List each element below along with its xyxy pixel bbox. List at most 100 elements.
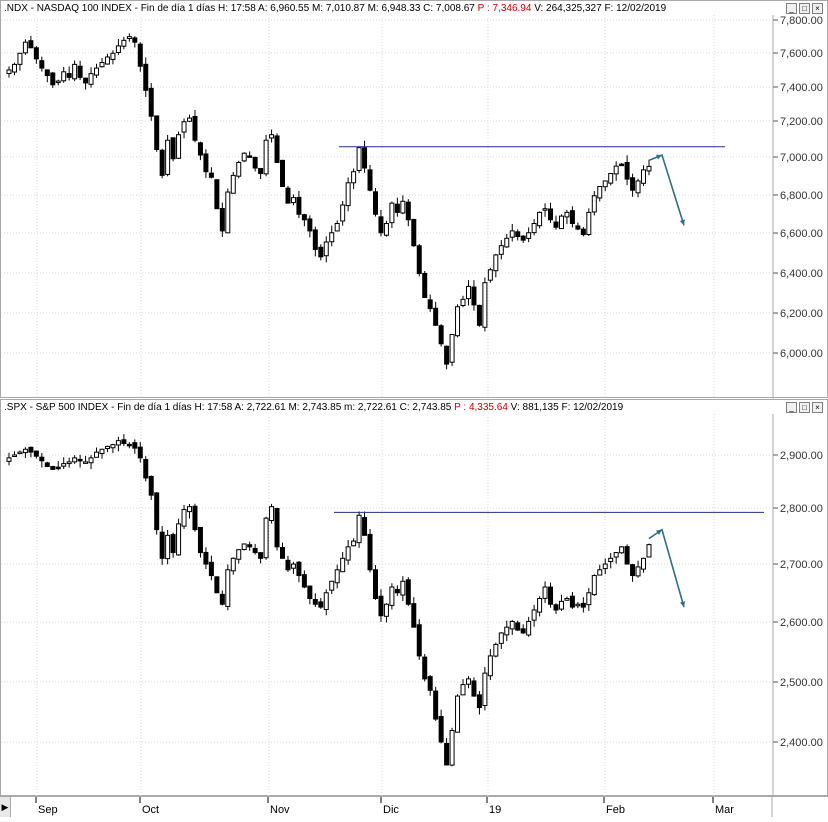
candle-body [405,201,411,221]
maximize-icon[interactable]: □ [799,402,810,413]
candle [520,235,526,243]
minimize-icon[interactable]: _ [786,402,797,413]
candle-body [252,156,258,169]
candle [613,161,619,181]
candle [280,542,285,559]
candle-body [274,135,280,163]
candle-body [6,69,12,75]
candle [312,593,318,607]
candle-body [624,161,630,180]
candle-body [197,526,203,554]
candle [580,226,586,237]
candle-body [39,60,45,69]
candle [208,555,214,581]
candle [389,583,395,610]
candle [433,686,439,721]
candle-body [389,202,395,224]
candle [137,42,143,72]
candle [94,447,100,458]
candle-body [460,298,466,306]
candle-body [372,569,378,599]
candle-body [318,601,324,608]
candle-body [230,174,236,194]
candle-body [61,71,67,82]
candle [39,453,45,468]
candle-body [17,451,23,455]
ndx-plot-area[interactable]: 6,000.00 6,200.00 6,400.00 6,600.00 6,800.00… [1,1,828,399]
candle-body [351,540,357,547]
spx-plot-area[interactable]: 2,400.00 2,500.00 2,600.00 2,700.00 2,800.00… [1,400,828,797]
candle-body [553,221,559,228]
candle [597,564,603,576]
candle-body [176,134,182,159]
candle-body [154,115,160,150]
candle [165,134,171,177]
close-icon[interactable]: × [812,3,823,14]
candle [132,439,138,454]
candle-body [548,586,554,605]
ndx-chart-pane[interactable]: .NDX - NASDAQ 100 INDEX - Fin de día 1 d… [0,0,828,399]
candle-body [301,574,307,588]
candle-body [608,557,614,563]
candle-body [383,223,389,236]
candle-body [88,457,94,464]
candle [33,46,39,64]
candle-body [77,65,83,78]
candle [427,675,433,696]
candle-body [165,534,171,560]
candle [307,585,313,605]
candle-body [203,153,209,173]
minimize-icon[interactable]: _ [786,3,797,14]
candle-body [72,457,78,463]
candle [258,552,264,564]
candle [77,60,83,80]
candle [422,654,428,682]
candle [378,209,384,237]
candle-body [476,304,482,326]
candle [50,72,56,88]
close-icon[interactable]: × [812,402,823,413]
candle-body [258,552,264,559]
candle-body [66,461,72,465]
candle [214,576,220,594]
candle [526,616,532,637]
candle-body [269,134,275,139]
candle [351,538,357,547]
candle-body [143,458,149,479]
candle [247,541,253,551]
candle-body [165,139,171,175]
candle [372,565,378,600]
candle [356,147,362,174]
candle [383,603,389,623]
candle-body [558,600,564,610]
candle-body [427,299,433,310]
candle-body [50,466,56,470]
candle-body [383,603,389,617]
candle [143,57,149,97]
candle [11,451,17,457]
candle-body [542,586,548,599]
y-tick-label: 6,200.00 [780,308,823,320]
candle [50,465,56,470]
candle-body [44,462,50,467]
candle-body [187,117,193,122]
candle-body [389,586,395,606]
candle [197,141,203,161]
candle-body [312,599,318,605]
candle [219,590,225,606]
maximize-icon[interactable]: □ [799,3,810,14]
candle [214,179,220,210]
candle [493,642,499,658]
candle [509,619,515,635]
candle [165,529,171,565]
candle [263,516,269,560]
candle [301,213,307,227]
candle [569,592,575,609]
candle [55,79,61,86]
spx-chart-pane[interactable]: .SPX - S&P 500 INDEX - Fin de día 1 días… [0,399,828,797]
candle-body [263,139,269,175]
y-tick-label: 6,600.00 [780,228,823,240]
candle-body [6,457,12,462]
candle [6,452,12,466]
scroll-left-icon[interactable]: ▶ [0,797,11,817]
